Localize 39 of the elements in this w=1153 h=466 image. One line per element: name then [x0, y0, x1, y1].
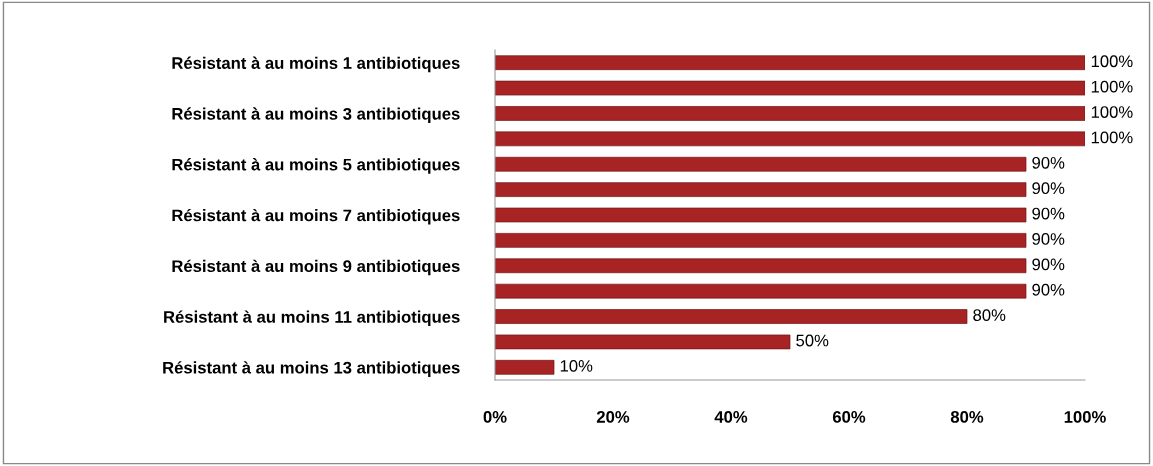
data-label: 90% [1032, 283, 1065, 296]
data-label: 90% [1032, 182, 1065, 195]
data-label: 100% [1091, 55, 1133, 68]
y-tick-label: Résistant à au moins 3 antibiotiques [172, 107, 460, 124]
data-label: 10% [560, 359, 593, 372]
y-tick-label: Résistant à au moins 9 antibiotiques [172, 259, 460, 276]
x-tick-label: 100% [1064, 411, 1106, 423]
data-label: 90% [1032, 233, 1065, 245]
y-tick-label: Résistant à au moins 11 antibiotiques [164, 310, 460, 327]
data-label: 90% [1032, 156, 1065, 169]
x-tick-label: 20% [596, 411, 630, 423]
bar [495, 207, 1027, 223]
x-tick-label: 80% [950, 411, 984, 423]
bar [495, 80, 1085, 96]
data-label: 50% [796, 334, 829, 347]
bar [495, 283, 1027, 299]
bar [495, 359, 555, 375]
y-tick-label: Résistant à au moins 13 antibiotiques [163, 361, 460, 377]
bar [495, 131, 1085, 147]
bar [495, 233, 1027, 248]
bar [495, 156, 1027, 172]
data-label: 100% [1091, 106, 1133, 118]
y-tick-label: Résistant à au moins 5 antibiotiques [172, 158, 460, 174]
x-tick-label: 40% [714, 411, 748, 423]
bar [495, 334, 791, 350]
bar [495, 106, 1085, 121]
data-label: 100% [1091, 80, 1133, 93]
y-tick-label: Résistant à au moins 7 antibiotiques [172, 208, 460, 225]
bar [495, 55, 1085, 71]
x-tick-label: 60% [832, 411, 866, 423]
data-label: 90% [1032, 258, 1065, 271]
data-label: 90% [1032, 207, 1065, 220]
y-tick-label: Résistant à au moins 1 antibiotiques [172, 56, 460, 73]
data-label: 80% [973, 309, 1006, 322]
x-tick-label: 0% [483, 411, 507, 423]
data-label: 100% [1091, 131, 1133, 144]
bar [495, 258, 1027, 274]
bar [495, 309, 968, 324]
bar [495, 182, 1027, 197]
